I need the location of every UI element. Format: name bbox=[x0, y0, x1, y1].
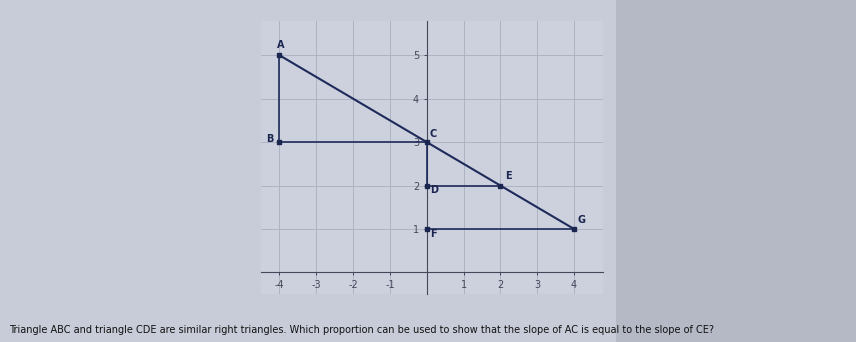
Text: E: E bbox=[505, 171, 511, 181]
Text: D: D bbox=[430, 185, 437, 195]
Text: C: C bbox=[430, 129, 437, 139]
Text: A: A bbox=[276, 40, 284, 50]
Text: F: F bbox=[430, 228, 437, 238]
Text: Triangle ABC and triangle CDE are similar right triangles. Which proportion can : Triangle ABC and triangle CDE are simila… bbox=[9, 325, 714, 335]
Text: B: B bbox=[266, 134, 274, 144]
Text: G: G bbox=[578, 215, 586, 225]
